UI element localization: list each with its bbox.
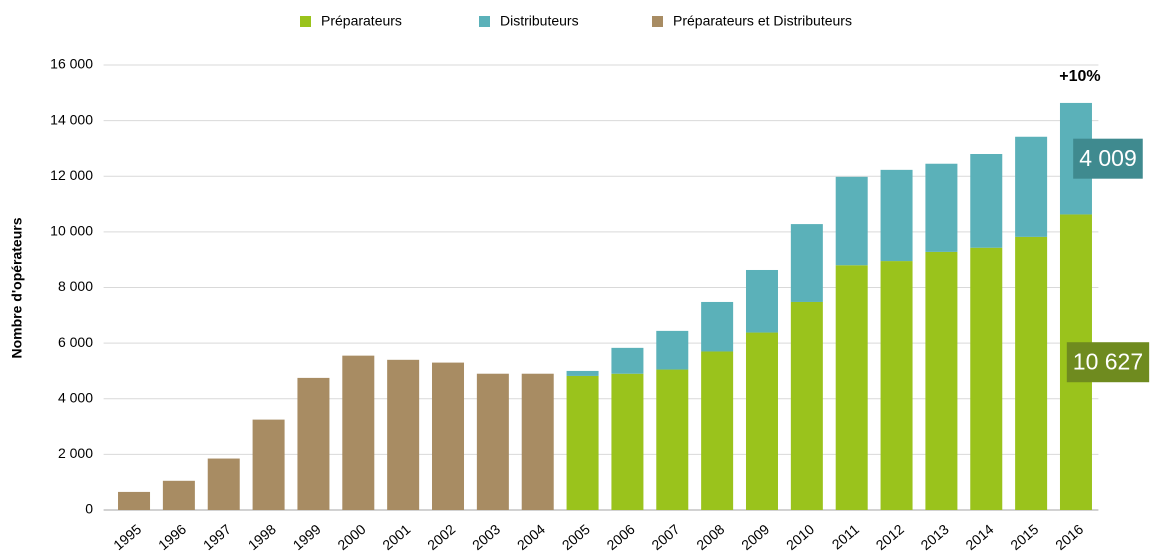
bar xyxy=(790,301,823,510)
value-label-box xyxy=(1066,342,1150,383)
bar xyxy=(207,458,240,510)
bar xyxy=(387,359,420,510)
annotation: +10% xyxy=(1059,68,1100,85)
bar xyxy=(745,332,778,510)
x-tick-label: 2004 xyxy=(514,521,548,553)
bar xyxy=(566,375,599,510)
bar xyxy=(476,373,509,510)
y-axis-label: Nombre d'opérateurs xyxy=(9,217,25,358)
x-tick-label: 2006 xyxy=(604,521,638,553)
bar xyxy=(925,251,958,510)
y-tick-label: 6 000 xyxy=(58,334,93,350)
x-tick-label: 2000 xyxy=(334,521,368,553)
legend-swatch xyxy=(300,16,311,27)
bar xyxy=(162,480,195,510)
legend-swatch xyxy=(479,16,490,27)
bar xyxy=(880,169,913,262)
bar xyxy=(656,369,689,510)
bar xyxy=(1015,136,1048,237)
x-tick-label: 1995 xyxy=(110,521,144,553)
bar xyxy=(521,373,554,510)
legend-label: Distributeurs xyxy=(500,13,579,29)
y-tick-label: 8 000 xyxy=(58,278,93,294)
bar xyxy=(970,154,1003,248)
x-tick-label: 2015 xyxy=(1007,521,1041,553)
bar xyxy=(656,330,689,370)
bar xyxy=(701,301,734,352)
y-tick-label: 12 000 xyxy=(50,167,93,183)
bar xyxy=(745,269,778,333)
bar xyxy=(790,224,823,302)
x-tick-label: 2011 xyxy=(829,521,863,553)
x-tick-label: 1999 xyxy=(290,521,324,553)
value-label-box xyxy=(1073,138,1143,179)
bar xyxy=(297,377,330,510)
x-tick-label: 2003 xyxy=(469,521,503,553)
bar xyxy=(1015,236,1048,510)
bar xyxy=(118,491,151,510)
value-label: 10 627 xyxy=(1073,348,1143,374)
value-label: 4 009 xyxy=(1079,145,1137,171)
y-tick-label: 2 000 xyxy=(58,445,93,461)
bar xyxy=(835,265,868,510)
bar xyxy=(566,370,599,376)
x-tick-label: 1997 xyxy=(200,521,234,553)
y-tick-label: 0 xyxy=(85,501,93,517)
bar xyxy=(611,347,644,374)
bar xyxy=(432,362,465,510)
x-tick-label: 2009 xyxy=(738,521,772,553)
x-tick-label: 2005 xyxy=(559,521,593,553)
y-tick-label: 16 000 xyxy=(50,56,93,72)
x-tick-label: 2007 xyxy=(648,521,682,553)
bar xyxy=(880,261,913,510)
bar xyxy=(925,163,958,252)
legend-label: Préparateurs et Distributeurs xyxy=(673,13,852,29)
x-tick-label: 1996 xyxy=(155,521,189,553)
bar xyxy=(252,419,285,510)
y-tick-label: 14 000 xyxy=(50,111,93,127)
x-tick-label: 2012 xyxy=(873,521,907,553)
y-tick-label: 10 000 xyxy=(50,223,93,239)
bar xyxy=(970,247,1003,510)
x-tick-label: 2002 xyxy=(424,521,458,553)
x-tick-label: 2013 xyxy=(918,521,952,553)
x-tick-label: 2014 xyxy=(962,521,996,553)
bar xyxy=(342,355,375,510)
x-tick-label: 2008 xyxy=(693,521,727,553)
x-tick-label: 1998 xyxy=(245,521,279,553)
legend-label: Préparateurs xyxy=(321,13,402,29)
y-tick-label: 4 000 xyxy=(58,389,93,405)
bar xyxy=(611,373,644,510)
legend-swatch xyxy=(652,16,663,27)
bar xyxy=(835,176,868,266)
x-tick-label: 2016 xyxy=(1052,521,1086,553)
bar xyxy=(701,351,734,510)
x-tick-label: 2001 xyxy=(379,521,413,553)
x-tick-label: 2010 xyxy=(783,521,817,553)
